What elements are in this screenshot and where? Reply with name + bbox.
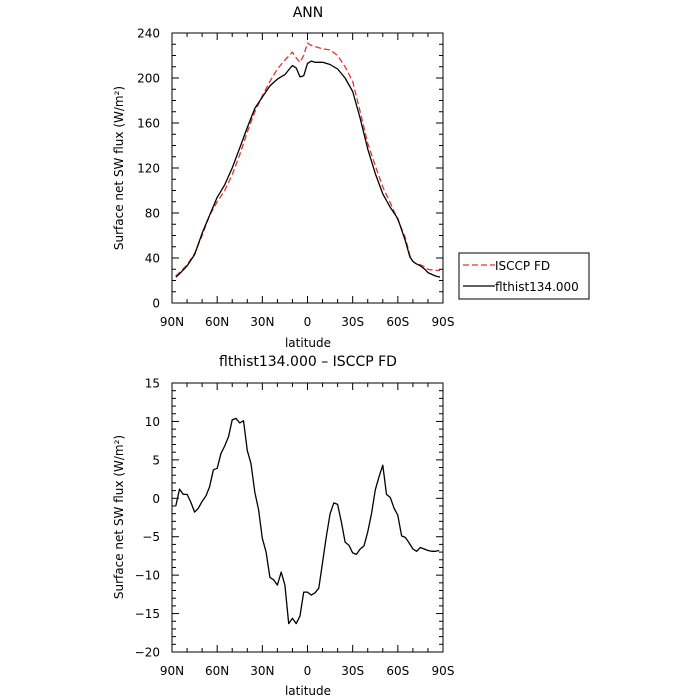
- top-x-tick-label: 60S: [386, 315, 409, 329]
- top-x-tick-label: 30S: [341, 315, 364, 329]
- top-x-tick-label: 60N: [205, 315, 229, 329]
- top-y-tick-label: 240: [137, 27, 160, 41]
- legend-label-flthist134: flthist134.000: [495, 280, 579, 294]
- bottom-y-tick-label: −10: [135, 569, 160, 583]
- bottom-chart-y-axis-label: Surface net SW flux (W/m²): [112, 435, 126, 599]
- legend-box: [458, 252, 590, 300]
- top-y-tick-label: 80: [145, 207, 160, 221]
- bottom-x-tick-label: 90N: [160, 664, 184, 678]
- bottom-x-tick-label: 90S: [432, 664, 455, 678]
- bottom-y-tick-label: 10: [145, 415, 160, 429]
- legend: ISCCP FD flthist134.000: [458, 252, 590, 300]
- top-x-tick-label: 90S: [432, 315, 455, 329]
- top-chart-series: [175, 42, 441, 278]
- bottom-series-line-difference: [175, 417, 440, 625]
- bottom-x-tick-label: 60N: [205, 664, 229, 678]
- top-chart-y-axis-label: Surface net SW flux (W/m²): [112, 86, 126, 250]
- bottom-chart-title: flthist134.000 – ISCCP FD: [219, 354, 397, 370]
- bottom-x-tick-label: 60S: [386, 664, 409, 678]
- bottom-y-tick-label: −20: [135, 646, 160, 660]
- top-y-tick-label: 200: [137, 72, 160, 86]
- bottom-x-tick-label: 30S: [341, 664, 364, 678]
- bottom-y-tick-label: −15: [135, 607, 160, 621]
- bottom-y-tick-label: 15: [145, 377, 160, 391]
- bottom-chart-frame: [171, 382, 444, 653]
- top-chart-ticks: 90N 60N 30N 0 30S 60S 90S 0 40 80 120 160 200 240: [137, 27, 454, 330]
- top-chart-title: ANN: [293, 5, 324, 21]
- top-y-tick-label: 0: [152, 297, 160, 311]
- bottom-chart: flthist134.000 – ISCCP FD 90N 60N 30N 0 30S 6…: [112, 354, 454, 698]
- bottom-chart-series: [175, 417, 440, 625]
- bottom-y-tick-label: −5: [142, 530, 160, 544]
- bottom-chart-x-axis-label: latitude: [285, 684, 331, 698]
- bottom-y-tick-label: 5: [152, 453, 160, 467]
- top-y-tick-label: 40: [145, 252, 160, 266]
- bottom-x-tick-label: 30N: [250, 664, 274, 678]
- top-series-line-flthist134-000: [175, 60, 441, 278]
- bottom-x-tick-label: 0: [304, 664, 312, 678]
- top-chart-x-axis-label: latitude: [285, 336, 331, 350]
- bottom-y-tick-label: 0: [152, 492, 160, 506]
- legend-label-isccp-fd: ISCCP FD: [495, 259, 550, 273]
- top-chart: ANN 90N 60N 30N 0 30S 60S 90S 0 40 80 120 160 200 240…: [112, 5, 454, 350]
- top-x-tick-label: 0: [304, 315, 312, 329]
- top-x-tick-label: 90N: [160, 315, 184, 329]
- top-x-tick-label: 30N: [250, 315, 274, 329]
- top-y-tick-label: 120: [137, 162, 160, 176]
- top-chart-frame: [171, 32, 444, 304]
- top-y-tick-label: 160: [137, 117, 160, 131]
